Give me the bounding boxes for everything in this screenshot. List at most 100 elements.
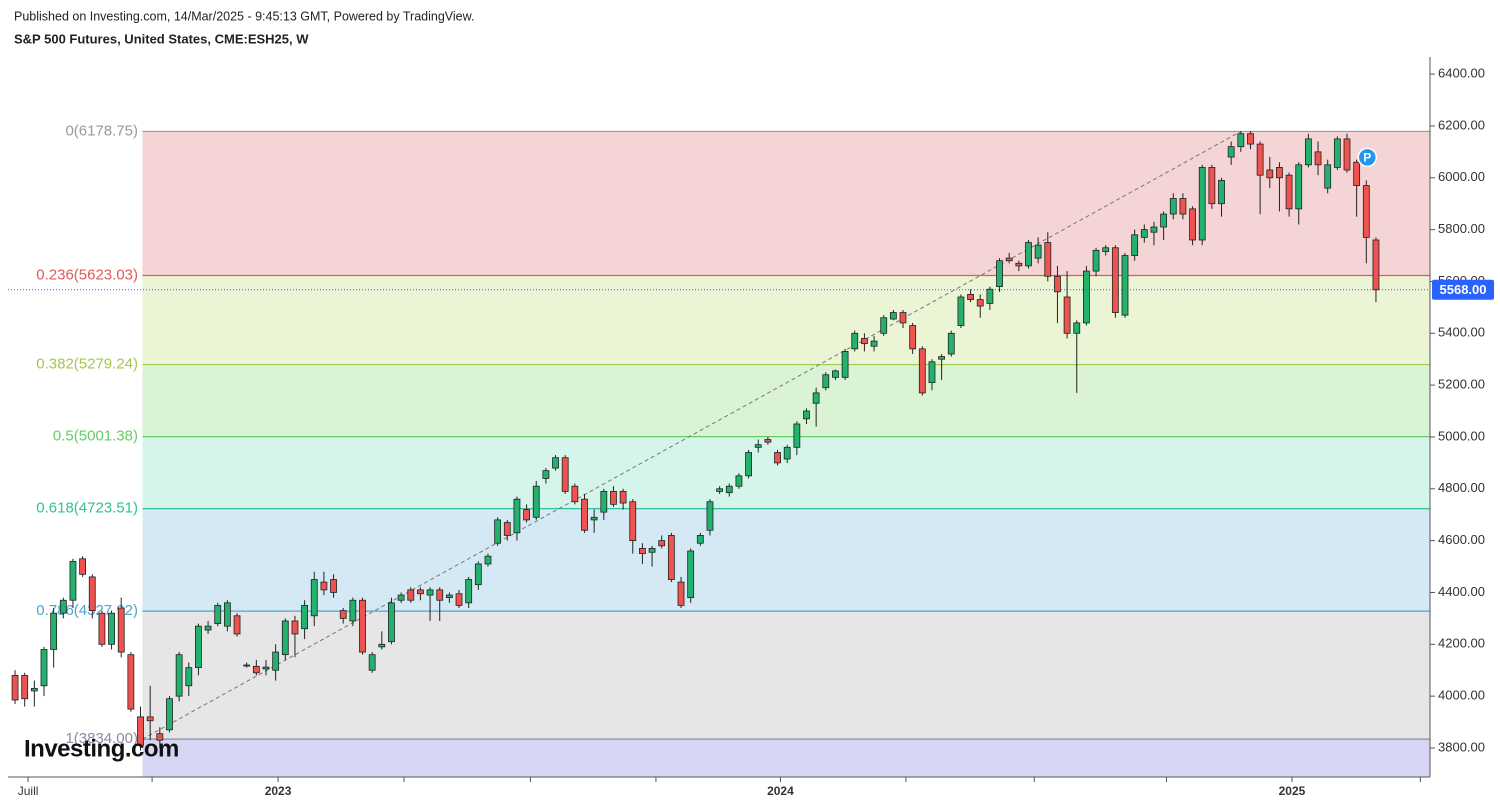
candle-body (1304, 138, 1312, 166)
candle-body (1189, 208, 1196, 241)
candle-body (928, 361, 936, 383)
candle-body (1034, 244, 1042, 259)
candle-body (610, 490, 617, 505)
candle-body (117, 607, 125, 653)
candle-body (851, 332, 859, 350)
candle-body (561, 457, 569, 492)
candle-body (841, 351, 849, 378)
y-tick-label: 5400.00 (1438, 325, 1485, 340)
candle-body (474, 563, 482, 586)
candle-body (88, 576, 96, 612)
candle-body (648, 548, 656, 553)
candle-body (1227, 146, 1235, 158)
y-tick-label: 4200.00 (1438, 636, 1485, 651)
symbol: S&P 500 Futures, United States, CME:ESH2… (14, 31, 309, 46)
candle-body (445, 594, 453, 599)
candle-body (532, 485, 540, 518)
candle-body (30, 687, 38, 692)
candle-body (79, 558, 87, 575)
candle-body (397, 594, 405, 601)
alert-marker-text: P (1363, 151, 1371, 165)
candle-body (1256, 143, 1264, 176)
candle-body (494, 519, 502, 544)
candle-body (223, 602, 231, 627)
candle-body (214, 605, 222, 624)
fib-label: 0.236(5623.03) (36, 266, 138, 283)
candle-body (774, 452, 781, 464)
candle-body (195, 625, 202, 669)
fib-zone (142, 364, 1431, 437)
candle-body (1324, 164, 1332, 189)
candle-body (996, 260, 1003, 288)
candle-body (1218, 179, 1225, 205)
candle-body (870, 340, 878, 347)
candle-body (50, 612, 58, 650)
candle-body (986, 288, 994, 304)
candle-body (677, 581, 685, 606)
candle-body (687, 550, 695, 599)
fib-label: 0(6178.75) (65, 122, 138, 139)
candle-body (976, 299, 984, 307)
y-tick-label: 4600.00 (1438, 532, 1485, 547)
last-price-badge (1432, 279, 1494, 300)
candle-body (1198, 167, 1206, 241)
candle-body (1266, 169, 1274, 179)
x-tick-label: 2024 (767, 784, 794, 798)
candle-body (185, 667, 193, 687)
candle-body (436, 589, 444, 601)
candle-body (156, 733, 164, 741)
candle-body (1121, 255, 1129, 316)
candle-body (301, 605, 308, 630)
x-tick-label: 2025 (1279, 784, 1306, 798)
candle-body (1131, 234, 1139, 256)
candle-body (252, 665, 260, 674)
x-tick-label: 2023 (265, 784, 292, 798)
candle-body (281, 620, 289, 656)
y-tick-label: 5800.00 (1438, 221, 1485, 236)
candle-body (1073, 322, 1081, 334)
candle-body (899, 312, 907, 324)
candle-body (484, 555, 492, 565)
candle-body (166, 698, 173, 731)
y-tick-label: 3800.00 (1438, 739, 1485, 754)
candle-body (909, 325, 917, 350)
x-tick-label: Juill (18, 784, 39, 798)
candle-body (503, 522, 511, 536)
candle-body (243, 664, 251, 667)
candle-body (175, 654, 183, 697)
candle-body (600, 490, 608, 513)
candle-body (1208, 167, 1216, 205)
fib-label: 0.382(5279.24) (36, 356, 138, 373)
candle-body (1179, 198, 1187, 215)
candle-body (310, 579, 318, 617)
candle-body (1353, 161, 1361, 186)
candle-body (204, 625, 212, 631)
candle-body (639, 548, 646, 554)
y-tick-label: 6200.00 (1438, 117, 1485, 132)
candle-body (783, 446, 791, 460)
candle-body (378, 643, 386, 648)
candle-body (542, 470, 550, 479)
y-tick-label: 4000.00 (1438, 688, 1485, 703)
fib-label: 0.5(5001.38) (53, 428, 138, 445)
candle-body (291, 620, 299, 635)
candle-body (822, 374, 830, 389)
candle-body (754, 444, 762, 448)
candle-body (1054, 275, 1061, 293)
candle-body (108, 612, 115, 645)
candle-body (1169, 198, 1177, 215)
candle-body (918, 348, 926, 394)
candle-body (339, 610, 347, 619)
candle-body (619, 490, 627, 504)
candle-body (1102, 247, 1110, 253)
watermark: Investing.com (24, 735, 179, 762)
candle-body (1150, 226, 1158, 233)
candle-body (552, 457, 559, 469)
last-price-label: 5568.00 (1440, 282, 1487, 297)
candle-body (407, 589, 415, 601)
candle-body (745, 452, 752, 477)
fib-label: 0.618(4723.51) (36, 500, 138, 517)
candle-body (581, 498, 588, 531)
fib-zone (142, 611, 1431, 740)
y-tick-label: 4400.00 (1438, 584, 1485, 599)
